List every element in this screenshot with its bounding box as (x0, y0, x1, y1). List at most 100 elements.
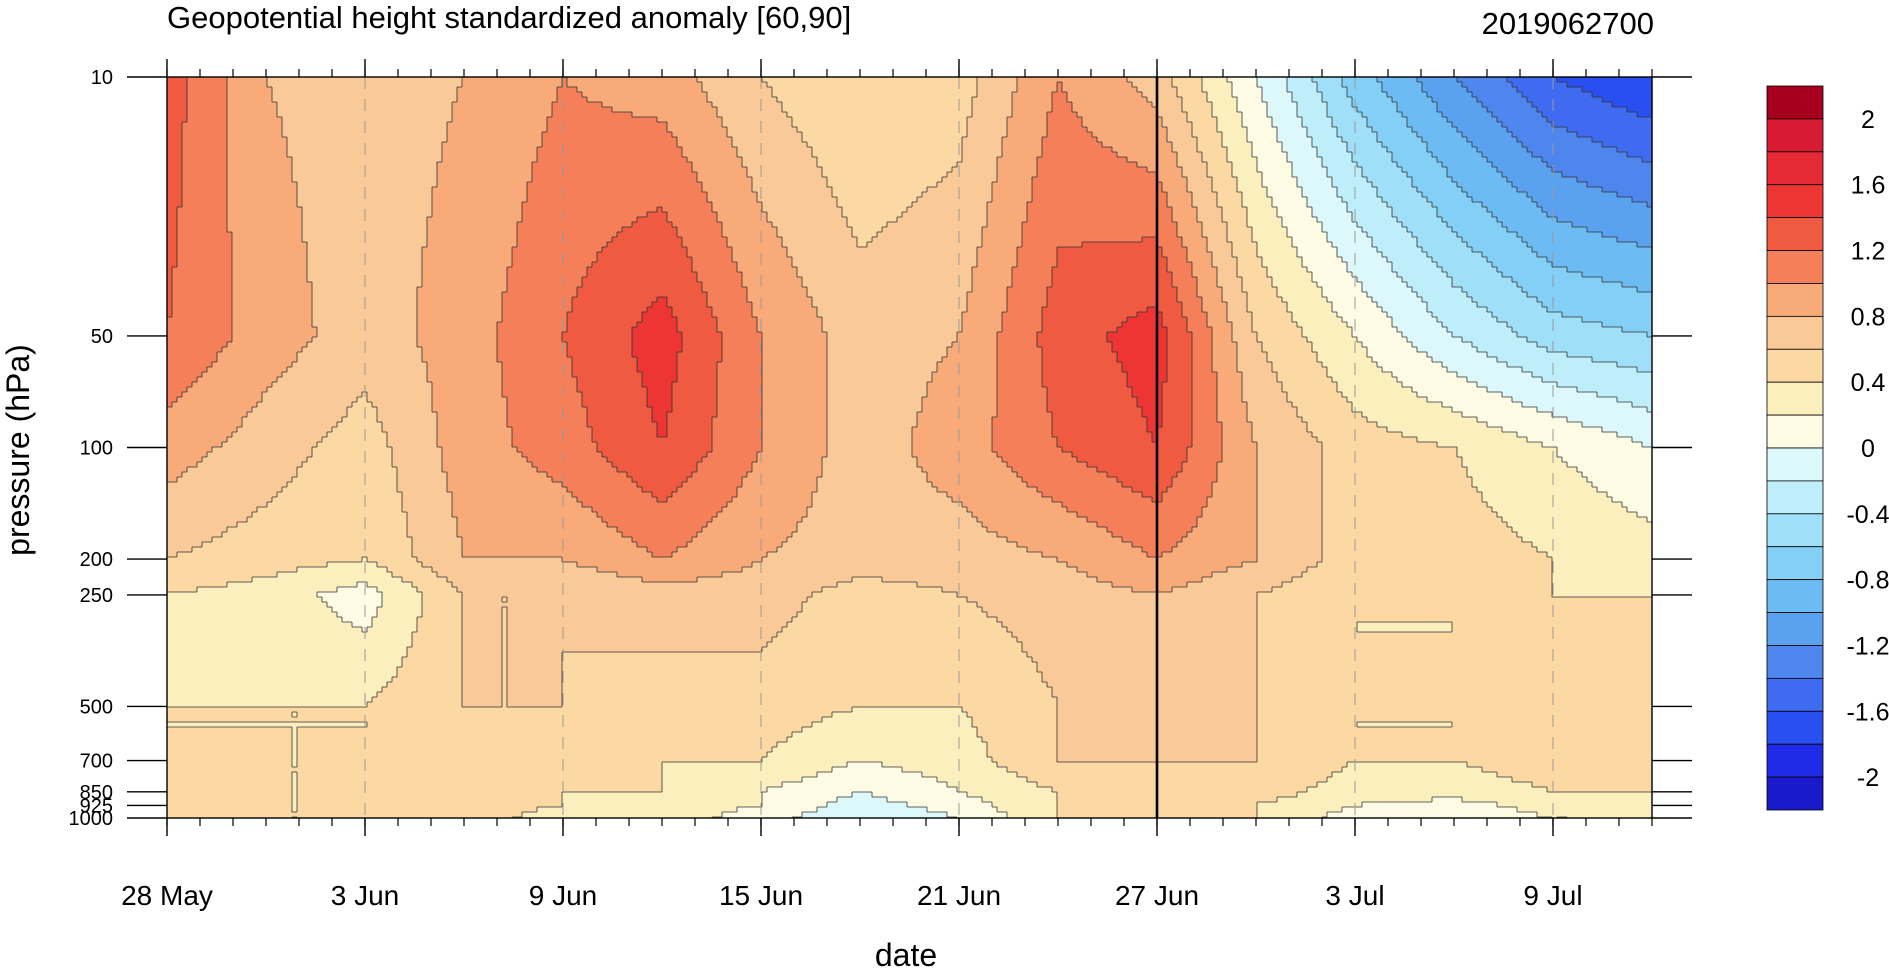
heatmap-cell (307, 102, 313, 108)
heatmap-cell (172, 82, 178, 88)
heatmap-cell (1072, 117, 1078, 123)
heatmap-cell (352, 87, 358, 93)
heatmap-cell (377, 122, 383, 128)
heatmap-cell (492, 82, 498, 88)
heatmap-cell (1127, 112, 1133, 118)
heatmap-cell (1062, 112, 1068, 118)
heatmap-cell (1402, 87, 1408, 93)
heatmap-cell (1197, 112, 1203, 118)
heatmap-cell (627, 77, 633, 83)
heatmap-cell (297, 77, 303, 83)
heatmap-cell (1242, 117, 1248, 123)
heatmap-cell (1637, 82, 1643, 88)
heatmap-cell (257, 102, 263, 108)
heatmap-cell (892, 82, 898, 88)
heatmap-cell (432, 102, 438, 108)
heatmap-cell (902, 127, 908, 133)
heatmap-cell (542, 102, 548, 108)
heatmap-cell (497, 77, 503, 83)
heatmap-cell (1627, 122, 1633, 128)
heatmap-cell (707, 77, 713, 83)
heatmap-cell (1367, 112, 1373, 118)
heatmap-cell (837, 97, 843, 103)
heatmap-cell (1192, 122, 1198, 128)
heatmap-cell (717, 82, 723, 88)
heatmap-cell (622, 77, 628, 83)
heatmap-cell (507, 87, 513, 93)
heatmap-cell (862, 117, 868, 123)
heatmap-cell (1507, 92, 1513, 98)
heatmap-cell (292, 107, 298, 113)
heatmap-cell (1207, 127, 1213, 133)
heatmap-cell (967, 127, 973, 133)
heatmap-cell (1097, 97, 1103, 103)
heatmap-cell (427, 107, 433, 113)
heatmap-cell (232, 112, 238, 118)
heatmap-cell (1452, 82, 1458, 88)
heatmap-cell (1497, 97, 1503, 103)
heatmap-cell (1317, 82, 1323, 88)
heatmap-cell (692, 92, 698, 98)
heatmap-cell (797, 77, 803, 83)
heatmap-cell (402, 102, 408, 108)
heatmap-cell (1602, 107, 1608, 113)
heatmap-cell (472, 87, 478, 93)
heatmap-cell (1287, 127, 1293, 133)
heatmap-cell (892, 77, 898, 83)
heatmap-cell (642, 82, 648, 88)
heatmap-cell (687, 102, 693, 108)
heatmap-cell (797, 87, 803, 93)
heatmap-cell (267, 127, 273, 133)
heatmap-cell (392, 107, 398, 113)
heatmap-cell (487, 107, 493, 113)
heatmap-cell (547, 117, 553, 123)
heatmap-cell (1562, 87, 1568, 93)
heatmap-cell (742, 97, 748, 103)
heatmap-cell (1357, 77, 1363, 83)
heatmap-cell (507, 102, 513, 108)
heatmap-cell (802, 107, 808, 113)
heatmap-cell (837, 102, 843, 108)
heatmap-cell (1267, 82, 1273, 88)
heatmap-cell (442, 87, 448, 93)
heatmap-cell (207, 87, 213, 93)
heatmap-cell (407, 102, 413, 108)
heatmap-cell (762, 92, 768, 98)
heatmap-cell (527, 107, 533, 113)
heatmap-cell (452, 127, 458, 133)
heatmap-cell (852, 92, 858, 98)
heatmap-cell (787, 102, 793, 108)
heatmap-cell (322, 117, 328, 123)
heatmap-cell (202, 97, 208, 103)
heatmap-cell (1537, 102, 1543, 108)
heatmap-cell (192, 117, 198, 123)
heatmap-cell (1632, 82, 1638, 88)
heatmap-cell (852, 122, 858, 128)
heatmap-cell (232, 97, 238, 103)
heatmap-cell (1082, 117, 1088, 123)
heatmap-cell (1342, 97, 1348, 103)
heatmap-cell (847, 127, 853, 133)
heatmap-cell (1312, 107, 1318, 113)
heatmap-cell (497, 97, 503, 103)
heatmap-cell (712, 82, 718, 88)
heatmap-cell (422, 87, 428, 93)
heatmap-cell (1192, 112, 1198, 118)
heatmap-cell (837, 107, 843, 113)
heatmap-cell (1292, 92, 1298, 98)
heatmap-cell (547, 77, 553, 83)
heatmap-cell (1222, 82, 1228, 88)
heatmap-cell (462, 87, 468, 93)
heatmap-cell (1537, 92, 1543, 98)
heatmap-cell (212, 82, 218, 88)
heatmap-cell (1112, 77, 1118, 83)
heatmap-cell (642, 77, 648, 83)
heatmap-cell (512, 97, 518, 103)
heatmap-cell (997, 107, 1003, 113)
heatmap-cell (307, 77, 313, 83)
heatmap-cell (707, 112, 713, 118)
heatmap-cell (1337, 97, 1343, 103)
heatmap-cell (1292, 77, 1298, 83)
heatmap-cell (652, 82, 658, 88)
heatmap-cell (1167, 112, 1173, 118)
